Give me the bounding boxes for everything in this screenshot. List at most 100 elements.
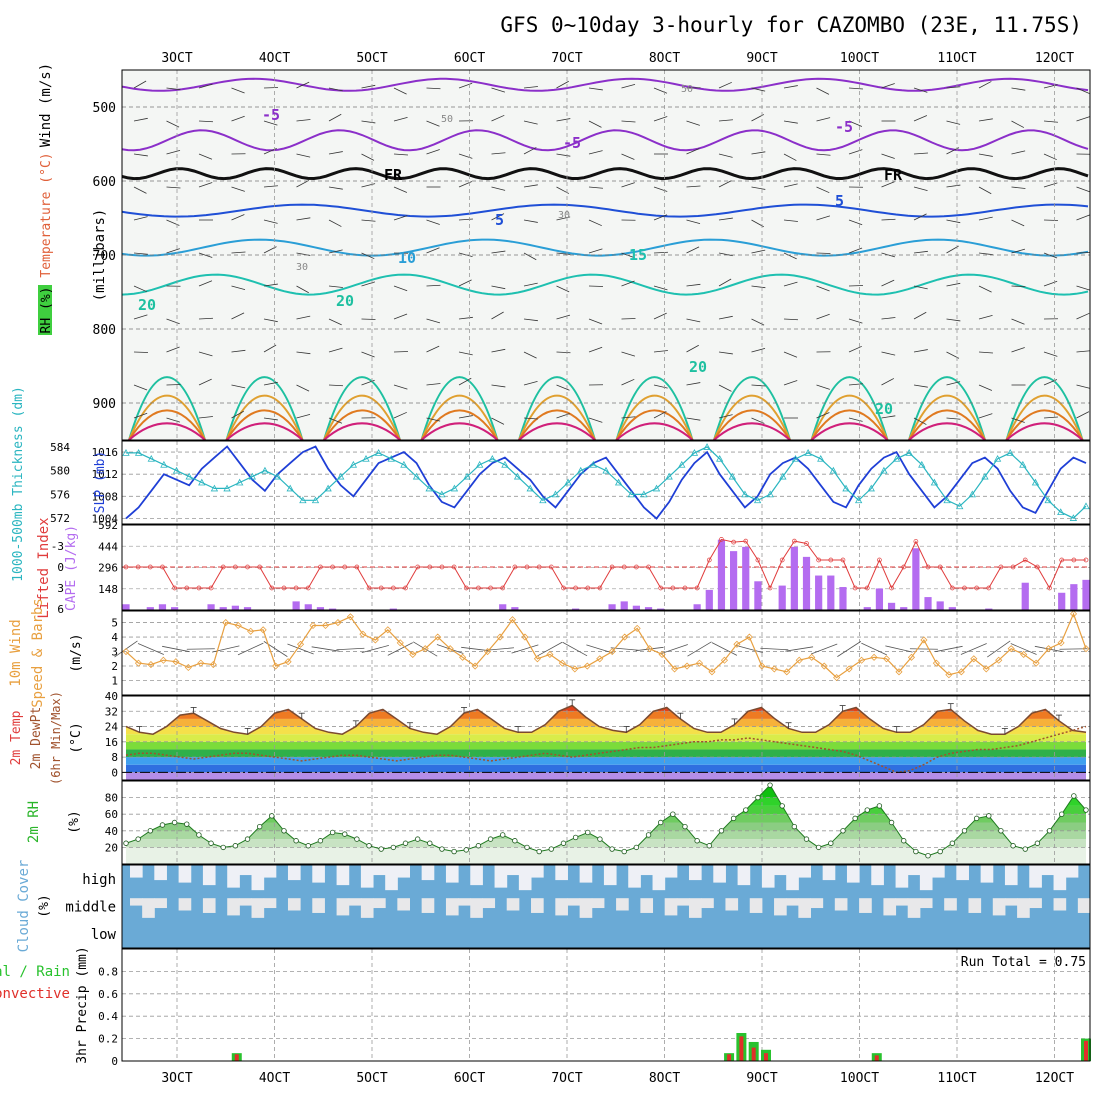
cloud-high-gap	[421, 865, 435, 881]
rh2m-point	[828, 840, 834, 846]
isotherm-20	[810, 376, 889, 441]
wind-barb	[686, 246, 700, 254]
thickness-point	[273, 472, 282, 480]
wind10-barb	[735, 644, 764, 654]
wind-barb	[361, 252, 375, 260]
wind10-speed-point	[1082, 645, 1090, 653]
rh2m-point	[913, 848, 919, 855]
isotherm-25	[713, 394, 791, 441]
cloud-high-gap	[737, 865, 751, 886]
wind-barb	[523, 351, 537, 359]
rh2m-point	[937, 848, 943, 855]
label-upper-units: (millibars)	[92, 209, 108, 302]
wind10-speed-point	[845, 665, 853, 673]
lifted-index-tick-label: 6	[57, 603, 64, 616]
thickness-point	[210, 484, 219, 492]
lifted-index-point	[974, 585, 979, 591]
contour-label: 20	[138, 296, 156, 314]
wind-barb	[751, 186, 766, 190]
wind-barb	[653, 350, 668, 353]
wind-barb	[653, 251, 669, 254]
rh2m-point	[244, 836, 251, 842]
lifted-index-point	[828, 557, 834, 563]
cloud-high-gap	[178, 865, 192, 883]
thickness-point	[1069, 514, 1078, 521]
lifted-index-point	[877, 557, 882, 563]
wind10-barb	[162, 645, 190, 653]
isotherm-25	[1005, 394, 1084, 441]
bottom-day-label: 9OCT	[746, 1071, 777, 1086]
isotherm-30	[323, 409, 401, 441]
wind10-barb	[212, 645, 240, 653]
cloud-middle-gap	[676, 898, 690, 906]
thickness-point	[817, 454, 825, 462]
wind-barb	[686, 417, 701, 421]
cloud-middle-gap	[579, 898, 593, 918]
wind10-barb	[885, 645, 913, 653]
thickness-tick-label: 576	[50, 488, 70, 501]
wind-barb	[198, 182, 213, 188]
y-tick-label: 60	[105, 808, 118, 821]
wind10-barb	[511, 644, 539, 654]
wind10-barb	[785, 646, 814, 652]
rh2m-point	[852, 815, 858, 822]
wind-barb	[913, 417, 927, 425]
wind-barb	[946, 86, 961, 89]
thickness-point	[539, 496, 547, 504]
isotherm-30	[908, 409, 986, 441]
wind-barb	[913, 87, 928, 93]
contour-label: -5	[835, 118, 853, 136]
lifted-index-point	[135, 564, 141, 570]
wind10-barb	[935, 645, 963, 653]
slp-line	[125, 445, 1087, 520]
cloud-high-gap	[956, 865, 969, 881]
contour-label: 50	[681, 84, 693, 95]
bottom-day-label: 11OCT	[937, 1071, 976, 1086]
cloud-middle-gap	[786, 898, 799, 906]
isotherm-35	[225, 422, 304, 441]
wind10-barb	[461, 646, 490, 652]
wind-barb	[231, 251, 246, 254]
wind-barb	[133, 384, 148, 391]
slp-tick-label: 1004	[92, 512, 119, 525]
wind-barb	[1076, 350, 1091, 353]
cloud-middle-gap	[202, 898, 216, 913]
wind-barb	[426, 149, 440, 155]
thickness-point	[147, 454, 155, 462]
wind-barb	[1043, 280, 1058, 287]
cloud-middle-gap	[506, 898, 520, 911]
rh2m-point	[439, 846, 445, 852]
cloud-high-gap	[603, 865, 617, 886]
thickness-point	[1057, 508, 1065, 516]
bottom-day-label: 5OCT	[356, 1071, 387, 1086]
lifted-index-point	[1071, 557, 1077, 563]
rh2m-point	[524, 844, 530, 851]
wind-barb	[588, 150, 603, 155]
isotherm-25	[323, 394, 401, 441]
wind10-speed-point	[957, 668, 965, 676]
cloud-high-gap	[664, 865, 678, 878]
label-precip-c: 3hr Precip (mm)	[75, 946, 90, 1063]
rh2m-point	[414, 836, 421, 842]
temp-band	[126, 711, 1086, 719]
wind-barb	[653, 186, 668, 192]
wind-barb	[426, 284, 441, 287]
wind-barb	[296, 413, 311, 419]
lifted-index-point	[500, 585, 506, 591]
wind-barb	[686, 382, 701, 386]
cape-tick-label: 148	[98, 583, 118, 596]
wind10-speed-point	[945, 671, 953, 679]
isotherm-35	[518, 422, 596, 441]
cloud-high-gap	[263, 865, 277, 878]
wind10-barb	[987, 640, 1011, 658]
wind10-barb	[486, 647, 515, 651]
cloud-high-gap	[1029, 865, 1042, 888]
thickness-point	[564, 478, 572, 486]
lifted-index-point	[925, 564, 931, 570]
cloud-middle-gap	[360, 898, 374, 918]
rh2m-point	[317, 838, 324, 844]
wind-barb	[328, 219, 342, 227]
lifted-index-point	[864, 585, 870, 591]
wind-barb	[296, 285, 309, 294]
cloud-high-gap	[397, 865, 410, 878]
